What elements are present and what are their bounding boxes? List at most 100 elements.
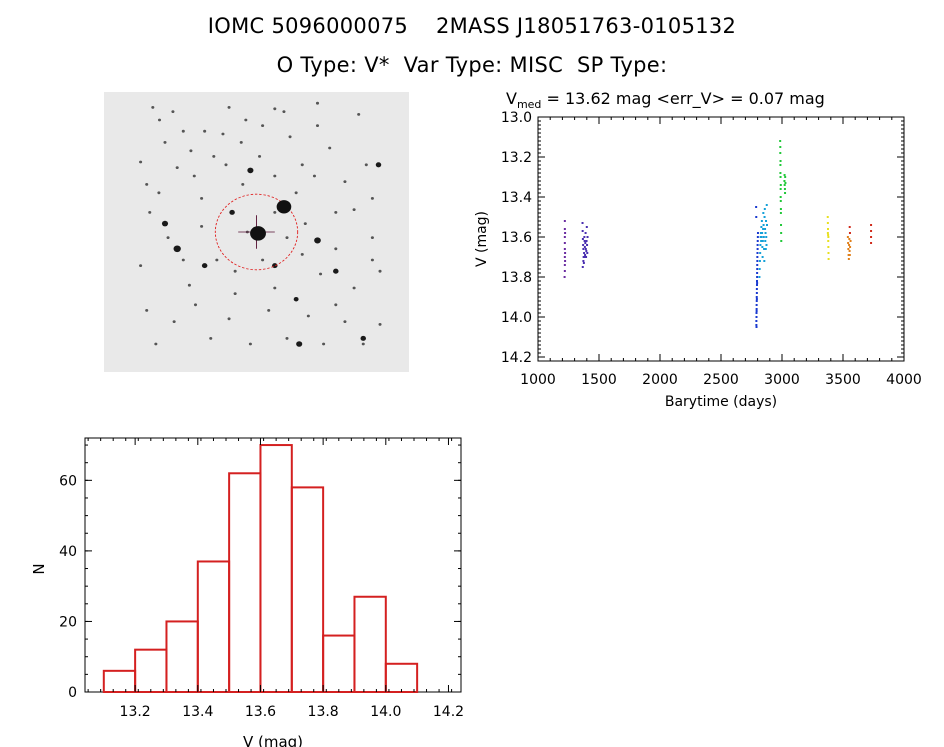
light-curve-point (755, 308, 758, 310)
light-curve-point (765, 220, 768, 222)
light-curve-point (755, 320, 758, 322)
light-curve-point (582, 260, 585, 262)
field-star-bright (360, 335, 366, 341)
light-curve-point (759, 252, 762, 254)
light-curve-point (779, 196, 782, 198)
light-curve-point (847, 248, 850, 250)
field-star (209, 337, 213, 340)
field-star (352, 286, 356, 290)
light-curve-point (779, 152, 782, 154)
field-star (233, 292, 237, 295)
field-star (361, 342, 365, 346)
field-star (315, 101, 320, 105)
light-curve-title: Vmed = 13.62 mag <err_V> = 0.07 mag (506, 89, 825, 111)
light-curve-point (827, 246, 830, 248)
field-star (328, 146, 332, 150)
light-curve-point (583, 236, 586, 238)
field-star (181, 129, 185, 133)
histogram-bar (259, 444, 293, 693)
light-curve-point (755, 310, 758, 312)
field-star (312, 174, 316, 178)
light-curve-point (755, 206, 758, 208)
target-star (250, 226, 266, 241)
light-curve-point (761, 246, 764, 248)
light-curve-point (827, 258, 830, 260)
histogram-x-tick-label: 14.0 (370, 704, 401, 720)
light-curve-point (582, 248, 585, 250)
histogram-x-tick-label: 13.8 (308, 704, 339, 720)
field-star (189, 149, 193, 153)
field-star (171, 110, 175, 113)
light-curve-point (755, 326, 758, 328)
light-curve-point (779, 164, 782, 166)
field-star (303, 222, 307, 225)
light-curve-point (581, 238, 584, 240)
light-curve-point (563, 256, 566, 258)
field-star (148, 211, 152, 214)
field-star-bright (314, 237, 321, 244)
light-curve-point (563, 248, 566, 250)
light-curve-y-tick-label: 13.6 (501, 230, 532, 246)
light-curve-point (779, 146, 782, 148)
field-star (370, 197, 374, 200)
field-star (215, 258, 219, 262)
light-curve-point (760, 240, 763, 242)
field-star (233, 269, 237, 273)
light-curve-point (870, 236, 873, 238)
field-star (343, 180, 347, 183)
light-curve-point (756, 244, 759, 246)
light-curve-point (765, 204, 768, 206)
light-curve-point (783, 188, 786, 190)
light-curve-point (563, 236, 566, 238)
histogram-bar (322, 634, 356, 693)
field-star (334, 211, 338, 214)
light-curve-point (758, 260, 761, 262)
light-curve-point (779, 172, 782, 174)
field-star (352, 208, 356, 211)
light-curve-chart: Vmed = 13.62 mag <err_V> = 0.07 mag 1000… (474, 89, 922, 410)
light-curve-point (764, 228, 767, 230)
light-curve-point (760, 220, 763, 222)
light-curve-point (848, 226, 851, 228)
light-curve-point (586, 236, 589, 238)
light-curve-point (762, 224, 765, 226)
field-star (267, 309, 271, 312)
field-star (139, 264, 143, 267)
light-curve-point (756, 264, 759, 266)
field-star-bright (229, 209, 235, 215)
field-star (288, 135, 292, 139)
field-star (370, 236, 374, 239)
light-curve-point (779, 160, 782, 162)
field-star (192, 174, 196, 178)
histogram-y-tick-label: 0 (68, 685, 77, 701)
field-star (239, 141, 243, 144)
field-star (241, 183, 245, 186)
light-curve-point (584, 256, 587, 258)
light-curve-point (755, 280, 758, 282)
light-curve-point (848, 238, 851, 240)
light-curve-point (827, 236, 830, 238)
light-curve-point (563, 242, 566, 244)
light-curve-point (581, 266, 584, 268)
light-curve-point (563, 264, 566, 266)
light-curve-point (847, 242, 850, 244)
light-curve-point (762, 236, 765, 238)
histogram-bar (134, 648, 168, 694)
light-curve-point (756, 240, 759, 242)
light-curve-point (783, 184, 786, 186)
light-curve-point (779, 184, 782, 186)
light-curve-point (583, 240, 586, 242)
light-curve-point (780, 240, 783, 242)
light-curve-point (584, 254, 587, 256)
light-curve-point (870, 224, 873, 226)
light-curve-y-tick-label: 13.4 (501, 190, 532, 206)
light-curve-point (755, 312, 758, 314)
light-curve-point (870, 230, 873, 232)
light-curve-point (826, 232, 829, 234)
field-star (378, 269, 382, 273)
light-curve-point (756, 272, 759, 274)
light-curve-point (780, 232, 783, 234)
field-star (370, 258, 374, 262)
field-star (163, 141, 167, 144)
